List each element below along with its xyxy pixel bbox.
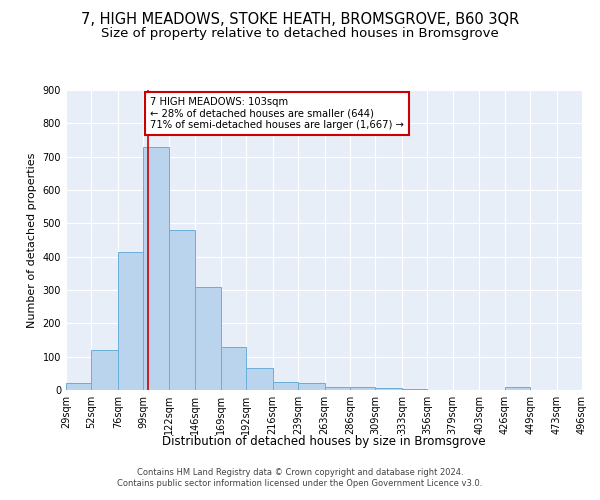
Bar [195,286,221,390]
Text: 7, HIGH MEADOWS, STOKE HEATH, BROMSGROVE, B60 3QR: 7, HIGH MEADOWS, STOKE HEATH, BROMSGROVE… [81,12,519,28]
Bar [402,389,427,390]
Bar [376,388,402,390]
Bar [221,346,246,390]
Bar [298,384,325,390]
Text: Size of property relative to detached houses in Bromsgrove: Size of property relative to detached ho… [101,28,499,40]
Bar [350,386,376,390]
Text: Contains HM Land Registry data © Crown copyright and database right 2024.
Contai: Contains HM Land Registry data © Crown c… [118,468,482,487]
Bar [246,368,272,390]
Bar [505,388,530,390]
Bar [325,386,350,390]
Text: Distribution of detached houses by size in Bromsgrove: Distribution of detached houses by size … [162,435,486,448]
Bar [272,382,298,390]
Bar [143,146,169,390]
Bar [91,350,118,390]
Y-axis label: Number of detached properties: Number of detached properties [27,152,37,328]
Bar [118,252,143,390]
Text: 7 HIGH MEADOWS: 103sqm
← 28% of detached houses are smaller (644)
71% of semi-de: 7 HIGH MEADOWS: 103sqm ← 28% of detached… [150,96,404,130]
Bar [169,230,195,390]
Bar [66,384,91,390]
